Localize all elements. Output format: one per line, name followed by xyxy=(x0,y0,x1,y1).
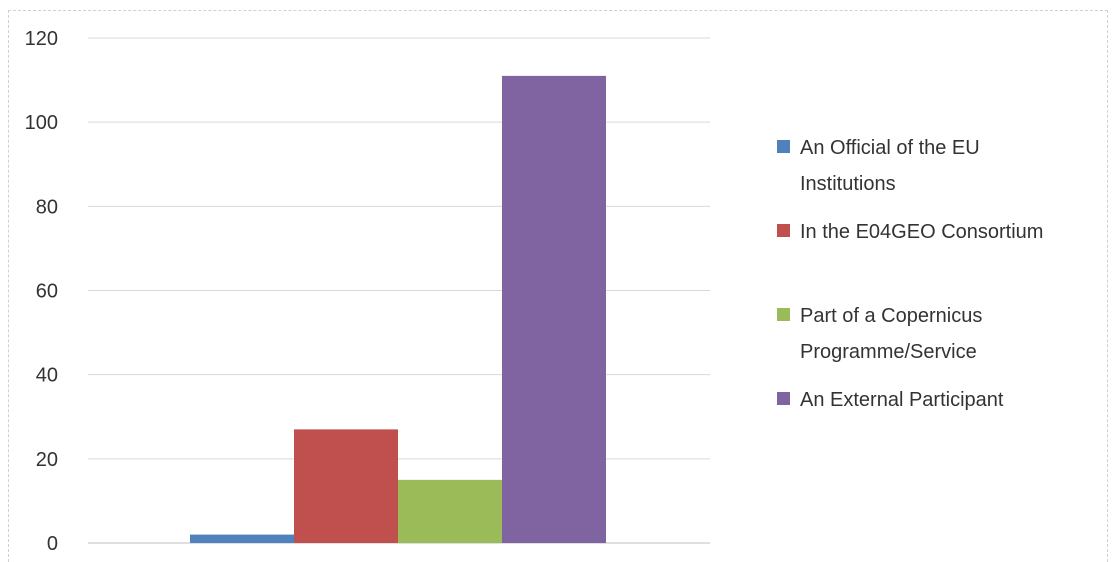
legend: An Official of the EU Institutions In the … xyxy=(777,137,1043,411)
legend-label-1: Institutions xyxy=(800,173,896,195)
y-tick-label: 20 xyxy=(36,449,58,471)
legend-label-1: An Official of the EU xyxy=(800,137,980,159)
legend-label-3: Programme/Service xyxy=(800,341,977,363)
y-tick-label: 40 xyxy=(36,365,58,387)
legend-swatch-3 xyxy=(777,308,790,321)
legend-label-4: An External Participant xyxy=(800,389,1004,411)
bar-2 xyxy=(294,429,398,543)
legend-swatch-2 xyxy=(777,224,790,237)
gridlines xyxy=(88,37,710,544)
legend-label-3: Part of a Copernicus xyxy=(800,305,982,327)
bar-4 xyxy=(502,75,606,543)
bar-3 xyxy=(398,479,502,543)
bar-1 xyxy=(190,534,294,543)
bars xyxy=(190,75,606,543)
y-tick-label: 100 xyxy=(25,112,58,134)
legend-swatch-4 xyxy=(777,392,790,405)
y-tick-label: 80 xyxy=(36,196,58,218)
legend-label-2: In the E04GEO Consortium xyxy=(800,221,1043,243)
y-tick-label: 120 xyxy=(25,28,58,50)
y-tick-label: 60 xyxy=(36,281,58,303)
y-tick-label: 0 xyxy=(47,533,58,555)
legend-swatch-1 xyxy=(777,140,790,153)
chart-frame xyxy=(8,10,1108,562)
y-axis-ticks: 0 20 40 60 80 100 120 xyxy=(25,28,58,555)
